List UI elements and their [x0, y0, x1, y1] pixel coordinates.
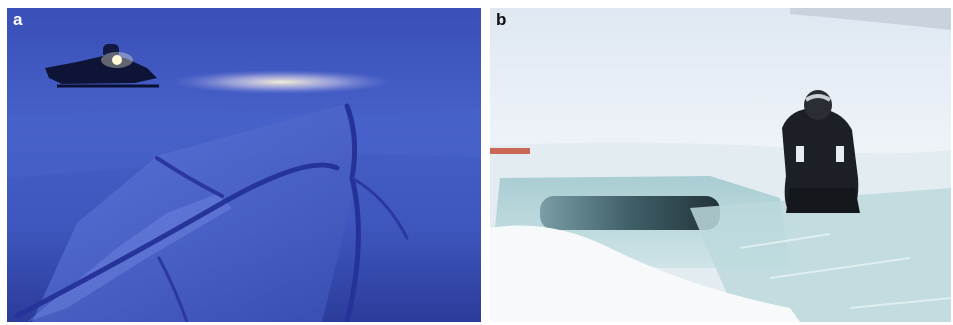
ice-crack-lower — [157, 256, 189, 322]
ice-crack-branch — [155, 156, 224, 198]
photo-panel-b: b — [490, 8, 951, 322]
night-sea-ice-photo — [7, 8, 481, 322]
snowmobile — [45, 44, 159, 88]
panel-label-a: a — [13, 10, 23, 29]
foreground-snow-bank — [490, 225, 800, 322]
snowmobile-headlight — [101, 52, 133, 68]
ice-crack-right — [350, 176, 409, 240]
panel-label-b: b — [496, 10, 507, 29]
ice-core-hole — [540, 196, 720, 230]
daylight-ice-drilling-photo — [490, 8, 951, 322]
distant-ridge — [790, 8, 951, 30]
ice-slab — [32, 104, 357, 322]
clear-ice-surface — [690, 188, 951, 322]
person-in-parka — [782, 90, 860, 213]
ice-crack-main — [14, 162, 340, 319]
photo-panel-a: a — [7, 8, 481, 322]
ice-streaks — [739, 233, 951, 309]
headlight-glow — [172, 70, 392, 94]
ice-crack-vertical — [344, 103, 361, 322]
red-marker — [490, 148, 530, 154]
